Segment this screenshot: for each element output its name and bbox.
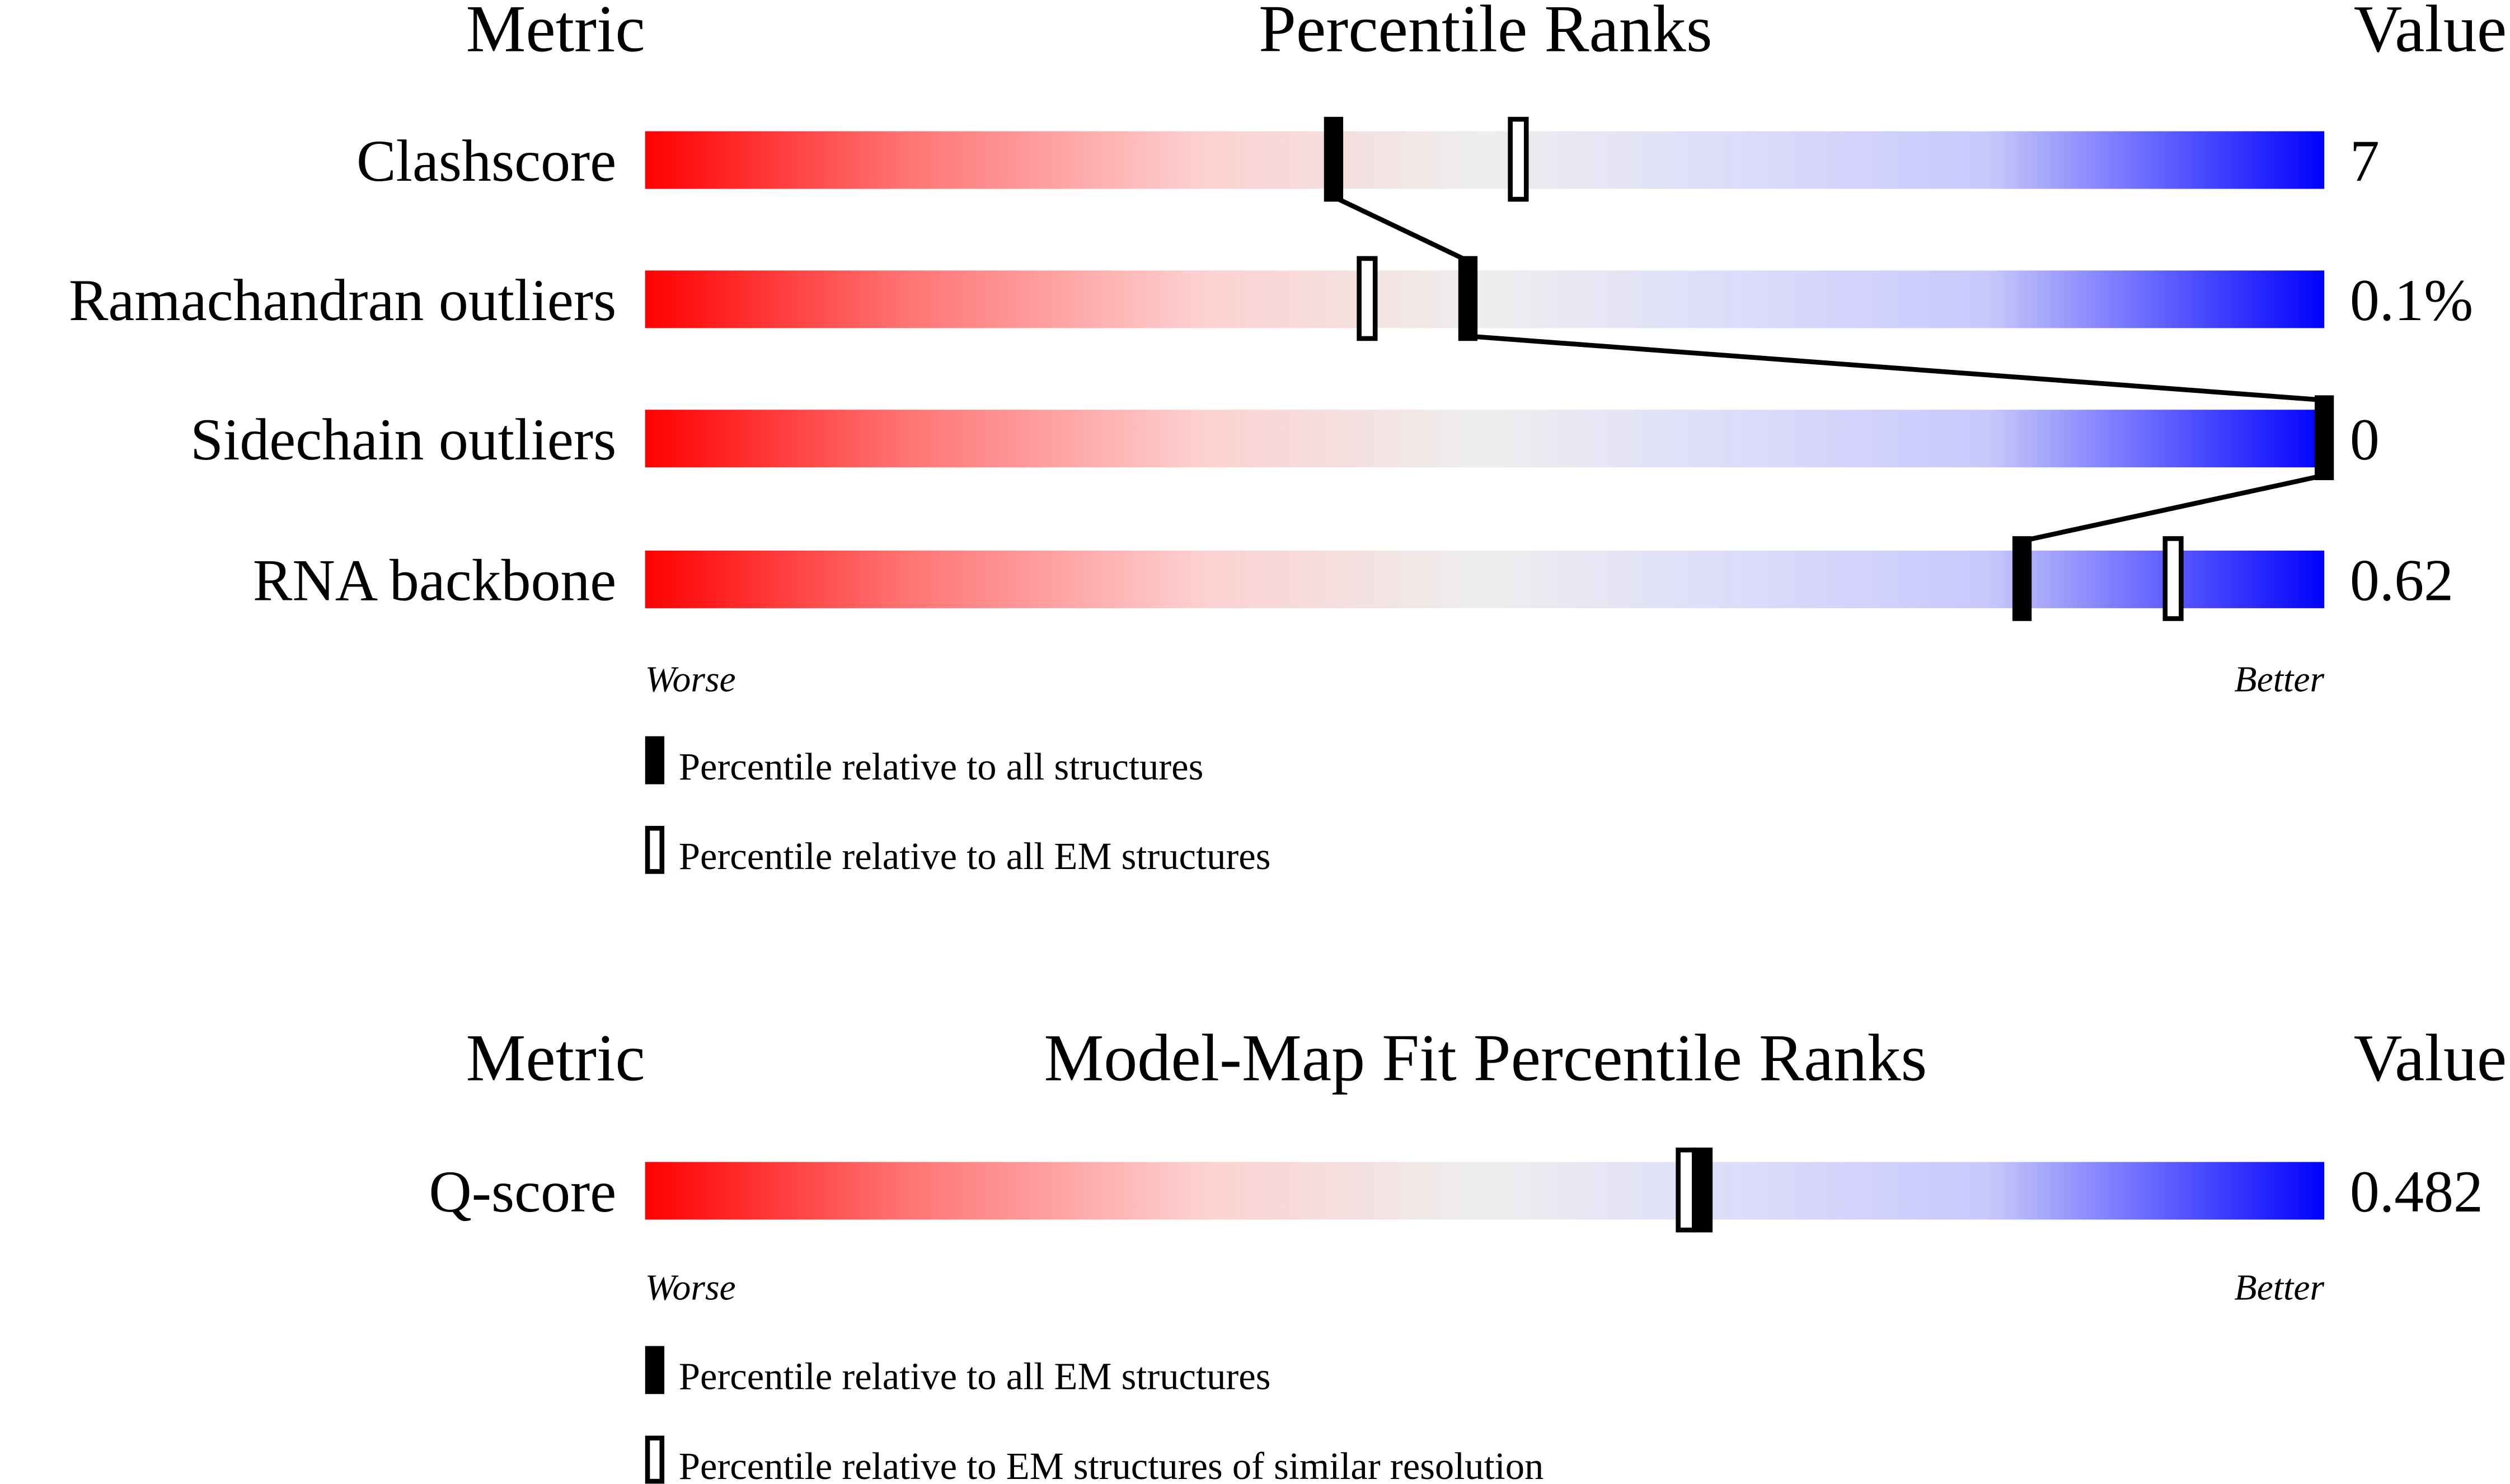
legend-filled: Percentile relative to all EM structures (679, 1355, 1271, 1398)
header-title: Model-Map Fit Percentile Ranks (1044, 1021, 1927, 1095)
metric-label: Ramachandran outliers (69, 267, 616, 333)
legend-open: Percentile relative to EM structures of … (679, 1445, 1544, 1484)
better-label: Better (2234, 1267, 2324, 1308)
marker-filled (1693, 1147, 1713, 1233)
metric-value: 0.1% (2350, 267, 2473, 333)
metric-label: Clashscore (356, 128, 616, 194)
marker-filled (1324, 116, 1344, 202)
marker-filled (1458, 256, 1478, 341)
header-value: Value (2354, 1021, 2507, 1095)
legend-filled-swatch (645, 1346, 665, 1394)
header-metric: Metric (466, 0, 645, 66)
marker-open (1357, 256, 1378, 341)
connector (1333, 194, 1469, 264)
marker-open (2162, 536, 2184, 621)
connector (2021, 473, 2325, 543)
legend-open-swatch (645, 1435, 665, 1484)
legend-filled: Percentile relative to all structures (679, 745, 1204, 788)
percentile-bar (645, 1162, 2325, 1220)
worse-label: Worse (645, 659, 736, 700)
header-metric: Metric (466, 1021, 645, 1095)
marker-open (1508, 116, 1529, 202)
metric-label: RNA backbone (253, 548, 616, 613)
metric-value: 0.482 (2350, 1159, 2483, 1224)
marker-filled (2314, 395, 2334, 481)
percentile-bar (645, 410, 2325, 468)
percentile-bar (645, 550, 2325, 608)
metric-value: 0.62 (2350, 548, 2453, 613)
worse-label: Worse (645, 1267, 736, 1308)
better-label: Better (2234, 659, 2324, 700)
legend-open: Percentile relative to all EM structures (679, 835, 1271, 877)
marker-open (1676, 1147, 1697, 1233)
connector (1467, 334, 2325, 403)
header-title: Percentile Ranks (1259, 0, 1713, 66)
metric-value: 7 (2350, 128, 2380, 194)
marker-filled (2012, 536, 2032, 621)
legend-open-swatch (645, 825, 665, 874)
header-value: Value (2354, 0, 2507, 66)
metric-label: Q-score (429, 1159, 616, 1224)
metric-label: Sidechain outliers (190, 407, 616, 472)
percentile-bar (645, 270, 2325, 328)
legend-filled-swatch (645, 736, 665, 785)
percentile-bar (645, 131, 2325, 189)
metric-value: 0 (2350, 407, 2380, 472)
